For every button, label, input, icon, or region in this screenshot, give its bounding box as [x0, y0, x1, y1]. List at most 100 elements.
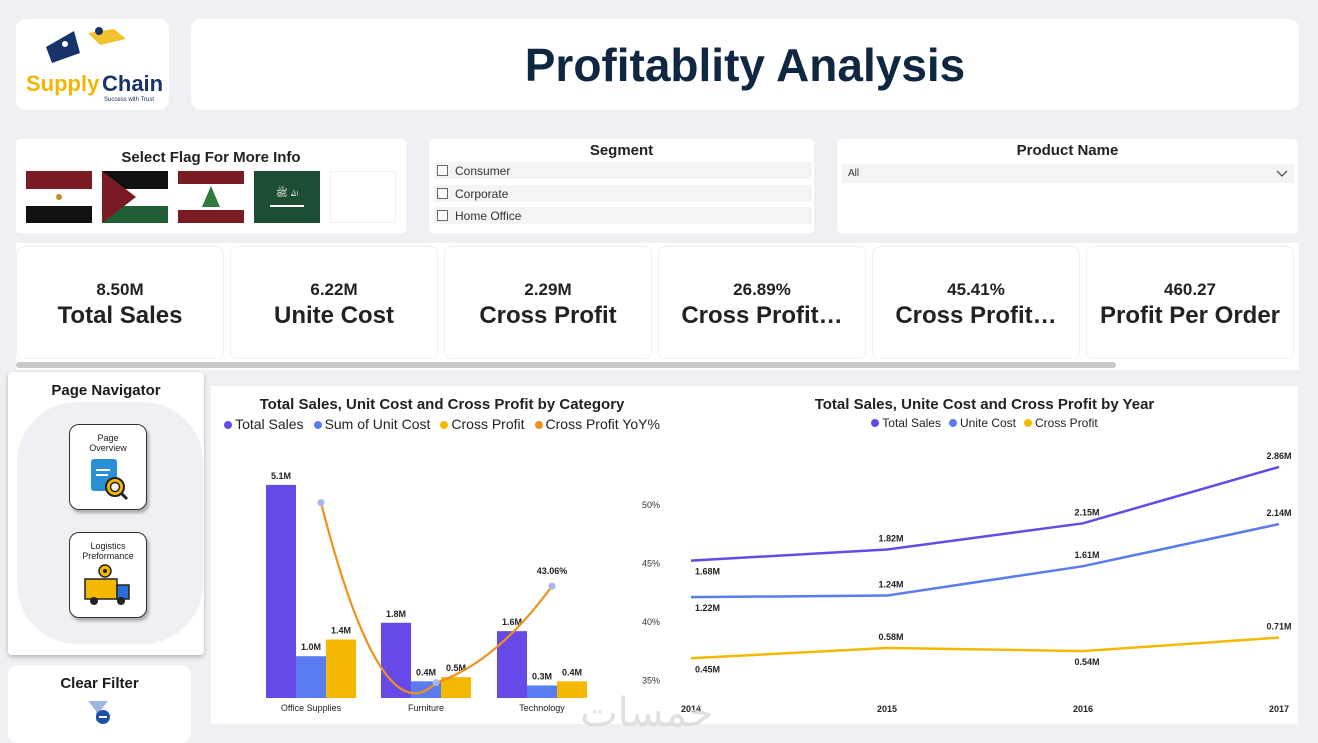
line-data-label: 2.15M [1074, 507, 1099, 517]
legend-cross-profit[interactable]: Cross Profit [440, 416, 525, 432]
bar-sum-of-unit-cost [527, 685, 557, 698]
bar-cross-profit [441, 677, 471, 698]
bar-data-label: 1.0M [301, 642, 321, 652]
line-data-label: 1.24M [878, 580, 903, 590]
line-data-label: 1.82M [878, 534, 903, 544]
x-tick-label: 2015 [877, 704, 897, 714]
logo-word-supply: Supply [26, 71, 100, 96]
page-navigator: Page Navigator Page Overview Logistics P… [8, 372, 204, 655]
product-selected-value: All [848, 168, 860, 179]
delivery-truck-icon [84, 564, 130, 605]
flag-empty-slot[interactable] [330, 171, 396, 223]
bar-total-sales [497, 631, 527, 698]
page-overview-button[interactable]: Page Overview [69, 424, 147, 510]
page-title: Profitablity Analysis [524, 38, 966, 91]
product-slicer: Product Name All [837, 139, 1298, 233]
chart1-legend: Total Sales Sum of Unit Cost Cross Profi… [211, 416, 673, 432]
bar-data-label: 1.4M [331, 626, 351, 636]
line-data-label: 2.14M [1266, 508, 1291, 518]
line-data-label: 0.54M [1074, 657, 1099, 667]
title-card: Profitablity Analysis [191, 19, 1299, 110]
horizontal-scrollbar[interactable] [16, 362, 1116, 368]
chart2-legend: Total Sales Unite Cost Cross Profit [671, 416, 1298, 430]
chevron-down-icon [1276, 170, 1288, 177]
x-tick-label: Technology [519, 703, 565, 713]
yoy-data-label: 43.06% [537, 566, 568, 576]
bar-cross-profit [326, 639, 356, 698]
y2-tick-label: 35% [642, 675, 660, 685]
bar-total-sales [381, 622, 411, 698]
checkbox[interactable] [437, 188, 448, 199]
flag-slicer: Select Flag For More Info ﷲ ﷺ [16, 139, 406, 233]
clear-filter-icon[interactable] [86, 699, 112, 729]
kpi-strip [16, 243, 1299, 370]
line-total-sales [690, 465, 1280, 562]
bar-data-label: 5.1M [271, 471, 291, 481]
flag-egypt[interactable] [26, 171, 92, 223]
yoy-point [317, 499, 325, 507]
logo-word-chain: Chain [102, 71, 163, 96]
flag-slicer-title: Select Flag For More Info [121, 149, 301, 166]
bar-cross-profit [557, 681, 587, 698]
legend-cross-profit-yoy[interactable]: Cross Profit YoY% [534, 416, 660, 432]
x-tick-label: 2014 [681, 704, 701, 714]
kpi-profit-per-order: 460.27 Profit Per Order [1087, 247, 1293, 358]
supply-chain-logo: Supply Chain Success with Trust [26, 27, 163, 103]
line-unite-cost [690, 522, 1280, 599]
logo: Supply Chain Success with Trust [16, 19, 169, 110]
flag-palestine[interactable] [102, 171, 168, 223]
bar-data-label: 1.6M [502, 617, 522, 627]
chart2-title: Total Sales, Unite Cost and Cross Profit… [814, 396, 1155, 413]
y2-tick-label: 40% [642, 617, 660, 627]
line-data-label: 0.45M [695, 664, 720, 674]
legend-total-sales[interactable]: Total Sales [871, 416, 941, 430]
kpi-cross-profit: 2.29M Cross Profit [445, 247, 651, 358]
product-title: Product Name [1016, 142, 1119, 159]
line-data-label: 0.71M [1266, 622, 1291, 632]
flag-lebanon[interactable] [178, 171, 244, 223]
bar-data-label: 0.4M [562, 667, 582, 677]
segment-option-consumer[interactable]: Consumer [434, 162, 812, 179]
line-data-label: 2.86M [1266, 451, 1291, 461]
legend-cross-profit[interactable]: Cross Profit [1024, 416, 1098, 430]
bar-data-label: 1.8M [386, 609, 406, 619]
kpi-cross-profit-yoy: 45.41% Cross Profit… [873, 247, 1079, 358]
clear-filter-card[interactable]: Clear Filter [8, 665, 191, 743]
clear-filter-title: Clear Filter [60, 675, 139, 692]
legend-unite-cost[interactable]: Unite Cost [948, 416, 1016, 430]
legend-unit-cost[interactable]: Sum of Unit Cost [313, 416, 430, 432]
kpi-cross-profit-margin: 26.89% Cross Profit… [659, 247, 865, 358]
bar-data-label: 0.4M [416, 667, 436, 677]
y2-tick-label: 50% [642, 500, 660, 510]
yoy-point [432, 679, 440, 687]
y2-tick-label: 45% [642, 558, 660, 568]
document-search-icon [91, 459, 129, 501]
logistics-performance-button[interactable]: Logistics Preformance [69, 532, 147, 618]
x-tick-label: 2016 [1073, 704, 1093, 714]
x-tick-label: Office Supplies [281, 703, 342, 713]
segment-slicer: Segment Consumer Corporate Home Office [429, 139, 814, 233]
checkbox[interactable] [437, 165, 448, 176]
year-chart-card: Total Sales, Unite Cost and Cross Profit… [671, 386, 1298, 724]
page-navigator-title: Page Navigator [51, 382, 161, 399]
x-tick-label: 2017 [1269, 704, 1289, 714]
line-data-label: 1.68M [695, 567, 720, 577]
product-dropdown[interactable]: All [842, 164, 1294, 183]
watermark: خمسات [580, 690, 714, 736]
bar-total-sales [266, 484, 296, 698]
svg-text:ﷲ ﷺ: ﷲ ﷺ [276, 185, 298, 199]
legend-total-sales[interactable]: Total Sales [224, 416, 304, 432]
line-data-label: 0.58M [878, 632, 903, 642]
segment-option-corporate[interactable]: Corporate [434, 185, 812, 202]
kpi-total-sales: 8.50M Total Sales [17, 247, 223, 358]
year-line-chart: 2014 2015 2016 2017 1.68M 1.82M 2.15M 2.86M 1.22… [681, 451, 1292, 714]
bar-data-label: 0.5M [446, 663, 466, 673]
logo-tagline: Success with Trust [104, 97, 154, 103]
flag-saudi-arabia[interactable]: ﷲ ﷺ [254, 171, 320, 223]
segment-option-home-office[interactable]: Home Office [434, 207, 812, 224]
kpi-unite-cost: 6.22M Unite Cost [231, 247, 437, 358]
line-data-label: 1.61M [1074, 550, 1099, 560]
checkbox[interactable] [437, 210, 448, 221]
bar-sum-of-unit-cost [296, 656, 326, 698]
line-cross-profit [690, 636, 1280, 660]
